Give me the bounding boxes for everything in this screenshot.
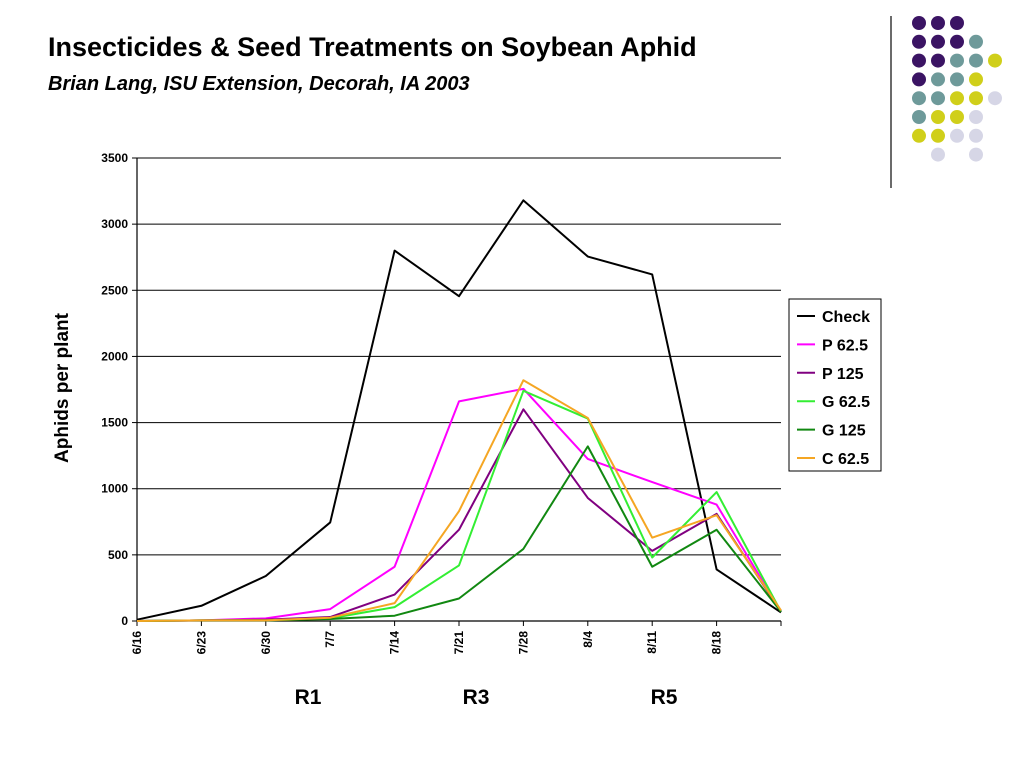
decorative-dot [931,147,945,162]
x-tick-label: 8/18 [710,631,724,655]
stage-label: R1 [295,686,322,709]
grid-lines [137,157,781,556]
decorative-dot [912,128,926,143]
decorative-dot [969,128,983,143]
legend-label: G 62.5 [822,394,870,411]
decorative-dot [912,34,926,49]
decorative-dot [931,16,945,30]
decorative-dot [912,16,926,30]
decorative-dot-grid [912,16,1002,162]
y-tick-label: 2000 [101,349,128,363]
x-tick-label: 8/4 [581,631,595,648]
decorative-dot [950,110,964,124]
decorative-dot [969,110,983,124]
tick-labels: 0 500 1000 1500 2000 2500 3000 3500 6/16 6/23 6/30… [101,151,723,654]
decorative-dot [931,128,945,143]
series-lines [136,199,782,622]
decorative-dot [931,72,945,87]
decorative-divider [890,16,892,188]
decorative-dot [950,53,964,68]
decorative-dot [950,91,964,106]
legend-label: G 125 [822,423,866,440]
x-tick-label: 6/30 [259,631,273,655]
decorative-dot [950,34,964,49]
x-tick-label: 6/23 [194,631,208,655]
y-tick-label: 3500 [101,151,128,165]
y-tick-label: 500 [108,548,128,562]
legend-label: P 125 [822,366,864,383]
y-tick-label: 2500 [101,283,128,297]
stage-label: R3 [463,686,490,709]
legend-label: C 62.5 [822,451,869,468]
legend-box [788,298,882,472]
series-line-g-125 [136,445,782,622]
decorative-dot [988,91,1002,106]
decorative-dot [969,72,983,87]
legend-label: P 62.5 [822,337,868,354]
y-tick-label: 1500 [101,416,128,430]
decorative-dot [988,53,1002,68]
decorative-dot [931,91,945,106]
series-line-p-125 [136,408,782,622]
decorative-dot [950,16,964,30]
decorative-dot [912,91,926,106]
series-line-check [136,199,782,621]
x-tick-label: 8/11 [645,631,659,654]
legend-label: Check [822,309,870,326]
chart-title: Insecticides & Seed Treatments on Soybea… [48,32,697,62]
x-tick-label: 7/7 [323,631,337,648]
decorative-dot [950,72,964,87]
y-axis-label: Aphids per plant [52,312,73,463]
decorative-dot [969,147,983,162]
decorative-dot [931,110,945,124]
x-tick-label: 6/16 [130,631,144,655]
decorative-dot [969,91,983,106]
decorative-dot [912,72,926,87]
y-tick-label: 3000 [101,217,128,231]
decorative-dot [969,34,983,49]
decorative-dot [931,34,945,49]
x-tick-label: 7/14 [388,631,402,655]
decorative-dot [912,53,926,68]
chart-axes [132,157,782,626]
y-tick-label: 0 [121,614,128,628]
legend: Check P 62.5 P 125 G 62.5 G 125 C 62.5 [788,298,882,472]
decorative-dot [969,53,983,68]
chart-subtitle: Brian Lang, ISU Extension, Decorah, IA 2… [48,73,470,95]
x-tick-label: 7/28 [516,631,530,655]
stage-label: R5 [651,686,678,709]
decorative-dot [931,53,945,68]
decorative-dot [950,128,964,143]
y-tick-label: 1000 [101,482,128,496]
series-line-c-62-5 [136,379,782,622]
x-tick-label: 7/21 [452,631,466,655]
decorative-dot [912,110,926,124]
stage-labels: R1 R3 R5 [295,686,678,709]
